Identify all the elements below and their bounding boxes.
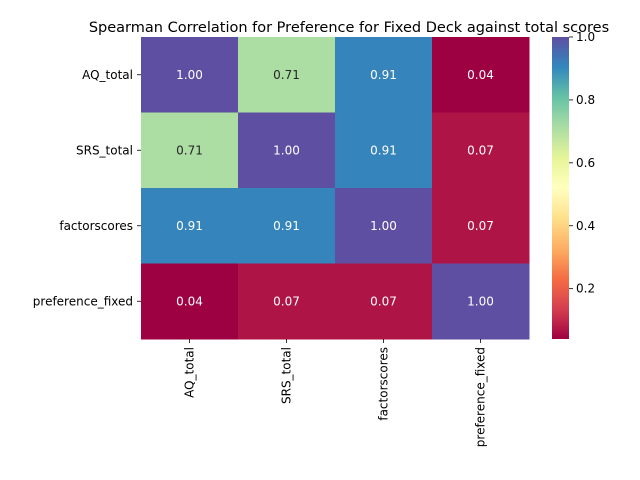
cell-annotation-r2-c2: 1.00 (370, 219, 397, 233)
cell-annotation-r2-c3: 0.07 (467, 219, 494, 233)
heatmap-cell-r3-c1 (238, 263, 336, 340)
heatmap-cell-r2-c1 (238, 188, 336, 264)
heatmap-cell-r2-c0 (141, 188, 239, 264)
cell-annotation-r0-c3: 0.04 (467, 68, 494, 82)
cell-annotation-r2-c1: 0.91 (273, 219, 300, 233)
colorbar-gradient (552, 37, 569, 339)
x-tick-label-1: SRS_total (280, 347, 294, 404)
cell-annotation-r2-c0: 0.91 (176, 219, 203, 233)
cell-annotation-r1-c2: 0.91 (370, 143, 397, 157)
cell-annotation-r0-c2: 0.91 (370, 68, 397, 82)
heatmap-cell-r1-c0 (141, 112, 239, 189)
colorbar-tick-label-0: 0.2 (576, 282, 595, 296)
cell-annotation-r3-c0: 0.04 (176, 294, 203, 308)
cell-annotation-r1-c0: 0.71 (176, 143, 203, 157)
heatmap-cell-r0-c3 (432, 37, 530, 113)
colorbar-tick-label-3: 0.8 (576, 93, 595, 107)
colorbar-tick-label-4: 1.0 (576, 30, 595, 44)
heatmap-cell-r3-c0 (141, 263, 239, 340)
heatmap-cell-r2-c2 (335, 188, 433, 264)
heatmap-cell-r0-c0 (141, 37, 239, 113)
heatmap-cell-r0-c1 (238, 37, 336, 113)
x-tick-labels: AQ_total SRS_total factorscores preference_… (183, 339, 488, 447)
heatmap-cell-r1-c3 (432, 112, 530, 189)
x-tick-label-3: preference_fixed (474, 347, 488, 447)
x-tick-label-0: AQ_total (183, 347, 197, 398)
colorbar-tick-label-1: 0.4 (576, 219, 595, 233)
cell-annotation-r1-c3: 0.07 (467, 143, 494, 157)
heatmap-cell-r1-c1 (238, 112, 336, 189)
colorbar-tick-label-2: 0.6 (576, 156, 595, 170)
heatmap-cell-r1-c2 (335, 112, 433, 189)
heatmap-cell-r3-c3 (432, 263, 530, 340)
heatmap-cell-r0-c2 (335, 37, 433, 113)
cell-annotation-r3-c1: 0.07 (273, 294, 300, 308)
cell-annotation-r0-c0: 1.00 (176, 68, 203, 82)
y-tick-label-1: SRS_total (76, 143, 133, 157)
heatmap-cell-r3-c2 (335, 263, 433, 340)
heatmap-cells: 1.00 0.71 0.91 0.04 0.71 1.00 0.91 0.07 0.91 0.91… (141, 37, 530, 340)
colorbar: 0.2 0.4 0.6 0.8 1.0 (552, 30, 595, 339)
heatmap-cell-r2-c3 (432, 188, 530, 264)
cell-annotation-r3-c2: 0.07 (370, 294, 397, 308)
y-tick-label-3: preference_fixed (33, 294, 133, 308)
cell-annotation-r3-c3: 1.00 (467, 294, 494, 308)
y-tick-label-2: factorscores (59, 219, 133, 233)
chart-title: Spearman Correlation for Preference for … (89, 20, 609, 36)
x-tick-label-2: factorscores (377, 347, 391, 421)
cell-annotation-r1-c1: 1.00 (273, 143, 300, 157)
y-tick-label-0: AQ_total (82, 68, 133, 82)
cell-annotation-r0-c1: 0.71 (273, 68, 300, 82)
y-tick-labels: AQ_total SRS_total factorscores preference_… (33, 68, 141, 308)
